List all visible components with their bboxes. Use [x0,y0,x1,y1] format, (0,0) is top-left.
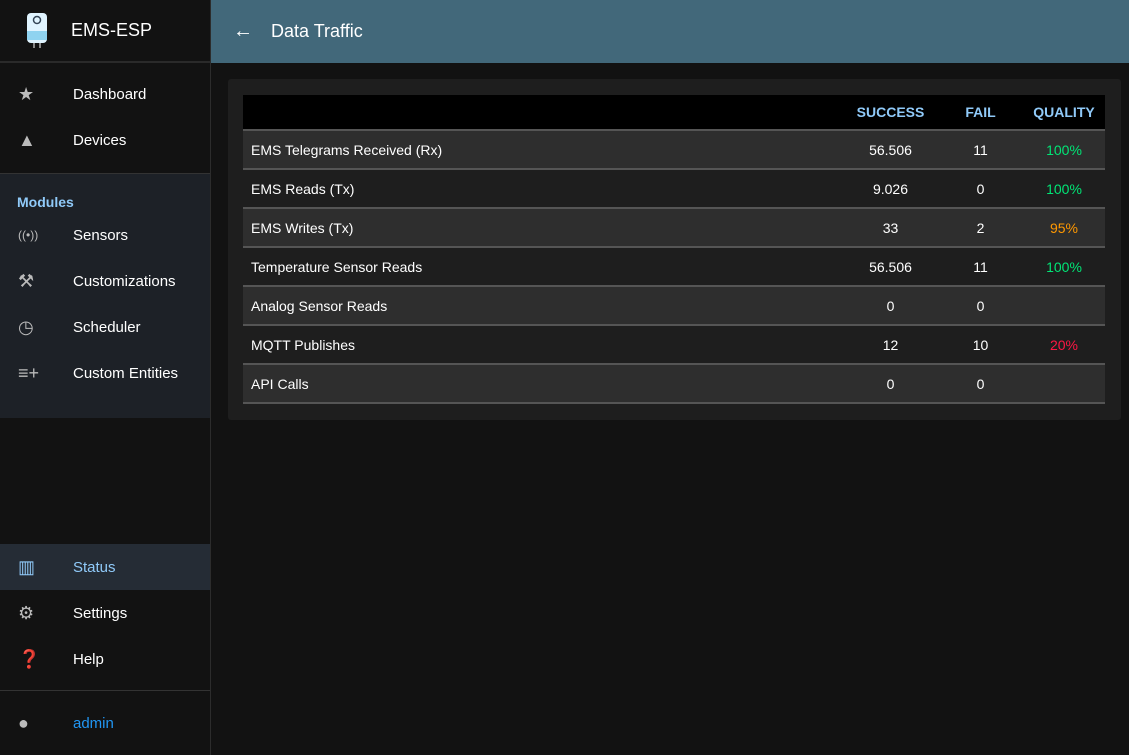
modules-section: Modules ((•)) Sensors ⚒ Customizations ◷ Sc… [0,173,210,418]
help-icon: ❓ [18,648,41,669]
category-icon: ▲ [18,129,36,150]
row-fail: 11 [938,130,1023,170]
sidebar-item-scheduler[interactable]: ◷ Scheduler [0,304,210,350]
row-success: 56.506 [843,130,938,170]
playlist-add-icon: ≡+ [18,362,40,383]
row-quality [1023,286,1105,326]
row-success: 9.026 [843,169,938,209]
col-fail: FAIL [938,95,1023,131]
sidebar-user[interactable]: ● admin [0,700,210,746]
sidebar-item-devices[interactable]: ▲ Devices [0,117,210,163]
row-fail: 2 [938,208,1023,248]
sidebar-item-custom-entities[interactable]: ≡+ Custom Entities [0,350,210,396]
row-quality [1023,364,1105,404]
table-row: MQTT Publishes 12 10 20% [243,325,1105,365]
sidebar-item-help[interactable]: ❓ Help [0,636,210,682]
row-fail: 0 [938,364,1023,404]
sidebar-item-dashboard[interactable]: ★ Dashboard [0,71,210,117]
table-row: EMS Reads (Tx) 9.026 0 100% [243,169,1105,209]
row-quality: 100% [1023,247,1105,287]
row-fail: 10 [938,325,1023,365]
sidebar-item-sensors[interactable]: ((•)) Sensors [0,212,210,258]
row-success: 0 [843,286,938,326]
page-title: Data Traffic [271,21,363,41]
gear-icon: ⚙ [18,602,35,623]
more-time-icon: ◷ [18,316,34,337]
col-name [243,95,843,131]
row-name: EMS Telegrams Received (Rx) [243,130,843,170]
row-quality: 100% [1023,130,1105,170]
traffic-table: SUCCESS FAIL QUALITY EMS Telegrams Recei… [243,95,1105,404]
table-row: API Calls 0 0 [243,364,1105,404]
sidebar-item-settings[interactable]: ⚙ Settings [0,590,210,636]
row-name: EMS Reads (Tx) [243,169,843,209]
col-quality: QUALITY [1023,95,1105,131]
account-icon: ● [18,712,29,733]
row-name: Analog Sensor Reads [243,286,843,326]
tools-icon: ⚒ [18,270,35,291]
row-fail: 11 [938,247,1023,287]
row-fail: 0 [938,286,1023,326]
table-row: Analog Sensor Reads 0 0 [243,286,1105,326]
row-success: 56.506 [843,247,938,287]
row-success: 12 [843,325,938,365]
row-name: Temperature Sensor Reads [243,247,843,287]
col-success: SUCCESS [843,95,938,131]
row-quality: 95% [1023,208,1105,248]
star-icon: ★ [18,83,35,104]
row-quality: 20% [1023,325,1105,365]
app-header: ← Data Traffic [211,0,1129,63]
row-success: 0 [843,364,938,404]
sidebar: EMS-ESP ★ Dashboard ▲ Devices Modules ((•)… [0,0,211,755]
data-traffic-panel: SUCCESS FAIL QUALITY EMS Telegrams Recei… [228,79,1121,420]
sensors-icon: ((•)) [18,228,39,242]
row-success: 33 [843,208,938,248]
brand: EMS-ESP [0,0,210,63]
ems-logo-icon [27,12,47,48]
app-name: EMS-ESP [71,20,153,40]
table-row: EMS Writes (Tx) 33 2 95% [243,208,1105,248]
row-name: API Calls [243,364,843,404]
sidebar-item-status[interactable]: ▥ Status [0,544,210,590]
table-row: Temperature Sensor Reads 56.506 11 100% [243,247,1105,287]
row-name: EMS Writes (Tx) [243,208,843,248]
table-row: EMS Telegrams Received (Rx) 56.506 11 100% [243,130,1105,170]
sidebar-item-customizations[interactable]: ⚒ Customizations [0,258,210,304]
assessment-icon: ▥ [18,556,36,577]
back-arrow-icon[interactable]: ← [233,20,253,42]
row-fail: 0 [938,169,1023,209]
row-quality: 100% [1023,169,1105,209]
modules-title: Modules [17,194,74,210]
row-name: MQTT Publishes [243,325,843,365]
